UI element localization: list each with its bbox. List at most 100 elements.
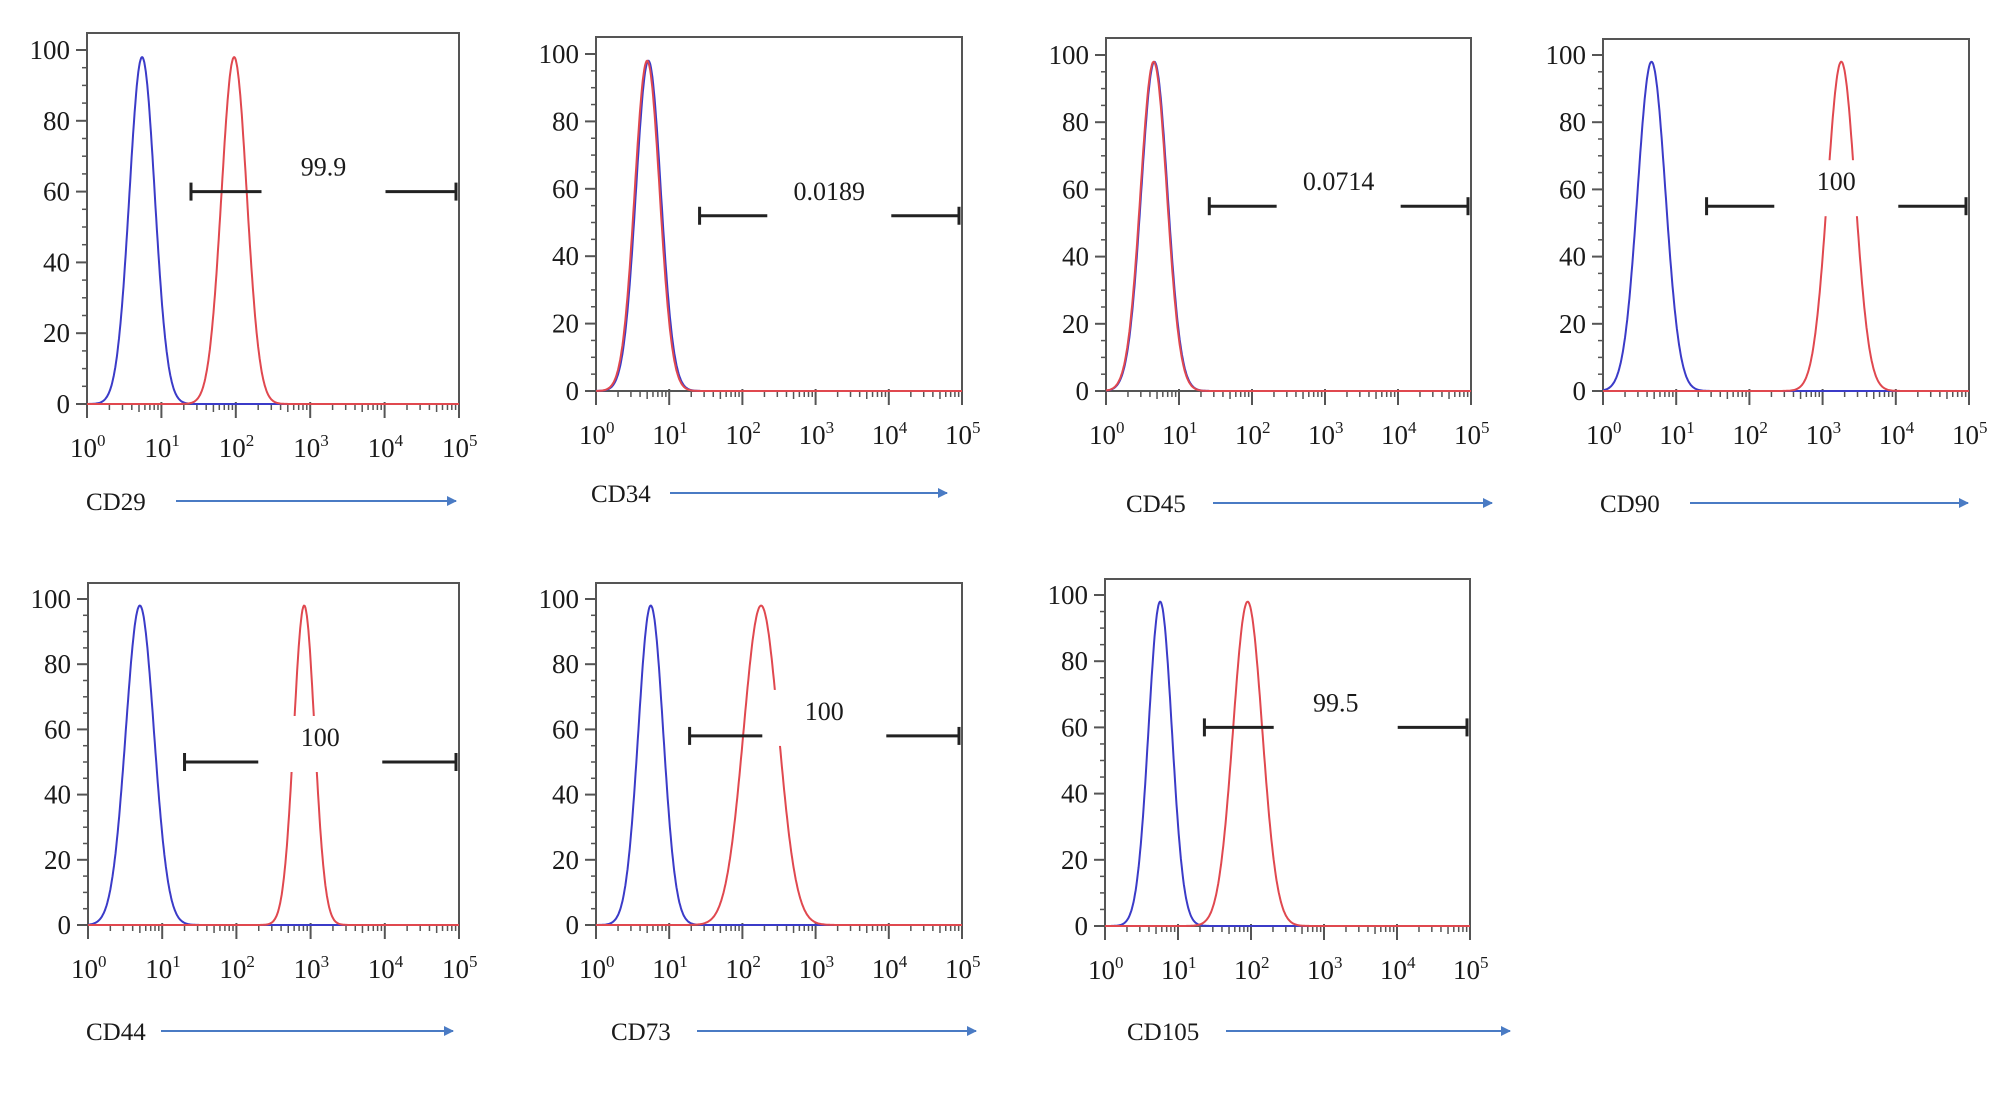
x-tick-label: 105 xyxy=(1952,418,1988,450)
x-tick-label: 102 xyxy=(219,952,255,984)
x-tick-label: 104 xyxy=(872,952,908,984)
x-tick-label: 104 xyxy=(1381,418,1417,450)
gate-label-mask xyxy=(762,689,887,746)
y-tick-label: 40 xyxy=(552,241,579,271)
y-tick-label: 60 xyxy=(43,177,70,207)
y-tick-label: 0 xyxy=(566,376,580,406)
gate-label-mask xyxy=(767,169,892,226)
x-tick-label: 100 xyxy=(71,952,107,984)
plot-frame xyxy=(86,32,460,405)
x-tick-label: 105 xyxy=(442,431,478,463)
y-tick-label: 40 xyxy=(1559,242,1586,272)
x-tick-label: 102 xyxy=(725,418,761,450)
y-tick-label: 20 xyxy=(552,845,579,875)
x-tick-label: 103 xyxy=(1307,953,1343,985)
gate-percentage-label: 100 xyxy=(805,697,844,726)
x-tick-label: 100 xyxy=(1088,953,1124,985)
y-tick-label: 100 xyxy=(539,39,580,69)
y-tick-label: 0 xyxy=(566,910,580,940)
x-tick-label: 100 xyxy=(579,952,615,984)
y-tick-label: 0 xyxy=(58,910,72,940)
x-tick-label: 104 xyxy=(1879,418,1915,450)
plot-frame xyxy=(595,582,963,926)
histogram-panel-cd45: 0 20 40 60 80 100 100 101 102 103 104 105 0.0714 CD45 xyxy=(1049,37,1493,518)
y-tick-label: 100 xyxy=(539,584,580,614)
x-tick-label: 102 xyxy=(1732,418,1768,450)
x-tick-label: 103 xyxy=(294,952,330,984)
marker-axis-label: CD105 xyxy=(1127,1019,1199,1046)
y-tick-label: 40 xyxy=(1061,779,1088,809)
x-tick-label: 102 xyxy=(219,431,255,463)
y-tick-label: 80 xyxy=(1062,107,1089,137)
marker-histogram-curve xyxy=(1602,60,1970,392)
x-tick-label: 101 xyxy=(144,431,180,463)
plot-frame xyxy=(1104,578,1471,927)
gate-label-mask xyxy=(1774,160,1899,217)
x-tick-label: 101 xyxy=(652,952,688,984)
marker-histogram-curve xyxy=(1104,600,1471,927)
y-tick-label: 100 xyxy=(30,35,71,65)
x-tick-label: 103 xyxy=(1308,418,1344,450)
x-tick-label: 101 xyxy=(1161,953,1197,985)
x-tick-label: 105 xyxy=(945,952,981,984)
y-tick-label: 20 xyxy=(1559,309,1586,339)
y-tick-label: 100 xyxy=(31,584,72,614)
y-tick-label: 80 xyxy=(1061,646,1088,676)
x-tick-label: 101 xyxy=(1162,418,1198,450)
histogram-panel-cd105: 0 20 40 60 80 100 100 101 102 103 104 105 99.5 CD105 xyxy=(1048,578,1511,1046)
x-tick-label: 104 xyxy=(368,952,404,984)
x-tick-label: 105 xyxy=(442,952,478,984)
gate-percentage-label: 99.9 xyxy=(301,153,347,182)
y-tick-label: 0 xyxy=(1573,376,1587,406)
y-tick-label: 80 xyxy=(44,649,71,679)
x-tick-label: 105 xyxy=(1454,418,1490,450)
y-tick-label: 80 xyxy=(552,649,579,679)
marker-histogram-curve xyxy=(86,56,460,405)
gate-label-mask xyxy=(261,145,386,202)
marker-histogram-curve xyxy=(1105,60,1472,392)
y-tick-label: 60 xyxy=(552,174,579,204)
gate-percentage-label: 100 xyxy=(1817,167,1856,196)
y-tick-label: 20 xyxy=(1061,845,1088,875)
gate-percentage-label: 100 xyxy=(301,723,340,752)
x-tick-label: 105 xyxy=(1453,953,1489,985)
marker-histogram-curve xyxy=(595,59,963,392)
x-tick-label: 103 xyxy=(799,952,835,984)
y-tick-label: 100 xyxy=(1546,40,1587,70)
gate-percentage-label: 99.5 xyxy=(1313,688,1359,717)
histogram-panel-cd90: 0 20 40 60 80 100 100 101 102 103 104 105 100 CD90 xyxy=(1546,38,1988,518)
x-tick-label: 101 xyxy=(1659,418,1695,450)
y-tick-label: 40 xyxy=(552,780,579,810)
marker-axis-label: CD44 xyxy=(86,1019,146,1046)
marker-axis-label: CD29 xyxy=(86,489,146,516)
x-tick-label: 104 xyxy=(368,431,404,463)
y-tick-label: 0 xyxy=(1076,376,1090,406)
y-tick-label: 20 xyxy=(1062,309,1089,339)
histogram-panel-cd44: 0 20 40 60 80 100 100 101 102 103 104 105 100 CD44 xyxy=(31,582,478,1046)
y-tick-label: 40 xyxy=(44,780,71,810)
y-tick-label: 20 xyxy=(43,318,70,348)
x-tick-label: 105 xyxy=(945,418,981,450)
marker-axis-label: CD45 xyxy=(1126,491,1186,518)
x-tick-label: 104 xyxy=(872,418,908,450)
y-tick-label: 20 xyxy=(44,845,71,875)
x-tick-label: 104 xyxy=(1380,953,1416,985)
y-tick-label: 80 xyxy=(43,106,70,136)
y-tick-label: 0 xyxy=(1075,911,1089,941)
x-tick-label: 101 xyxy=(652,418,688,450)
y-tick-label: 0 xyxy=(57,389,71,419)
histogram-panel-cd34: 0 20 40 60 80 100 100 101 102 103 104 105 0.0189 CD34 xyxy=(539,36,981,508)
gate-percentage-label: 0.0714 xyxy=(1303,167,1375,196)
x-tick-label: 102 xyxy=(1234,953,1270,985)
y-tick-label: 40 xyxy=(1062,242,1089,272)
x-tick-label: 100 xyxy=(70,431,106,463)
marker-histogram-curve xyxy=(87,604,460,926)
x-tick-label: 102 xyxy=(1235,418,1271,450)
x-tick-label: 103 xyxy=(1806,418,1842,450)
y-tick-label: 80 xyxy=(552,106,579,136)
y-tick-label: 60 xyxy=(1559,174,1586,204)
y-tick-label: 60 xyxy=(44,714,71,744)
histogram-panel-cd73: 0 20 40 60 80 100 100 101 102 103 104 105 100 CD73 xyxy=(539,582,981,1046)
y-tick-label: 60 xyxy=(1061,712,1088,742)
